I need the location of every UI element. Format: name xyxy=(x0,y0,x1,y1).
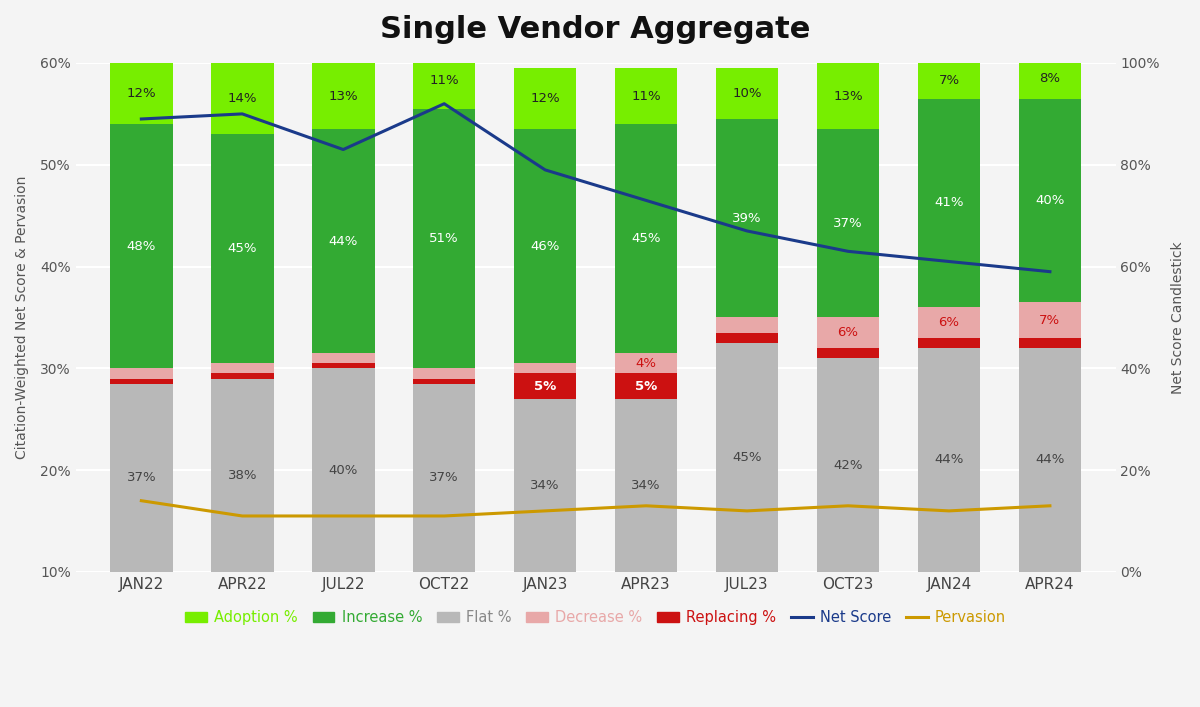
Text: 40%: 40% xyxy=(1036,194,1064,207)
Text: 41%: 41% xyxy=(935,197,964,209)
Text: 11%: 11% xyxy=(631,90,661,103)
Text: 6%: 6% xyxy=(838,326,858,339)
Legend: Adoption %, Increase %, Flat %, Decrease %, Replacing %, Net Score, Pervasion: Adoption %, Increase %, Flat %, Decrease… xyxy=(179,604,1012,631)
Text: 14%: 14% xyxy=(228,92,257,105)
Bar xyxy=(413,53,475,109)
Bar xyxy=(1019,302,1081,338)
Bar xyxy=(514,363,576,373)
Text: 13%: 13% xyxy=(833,90,863,103)
Bar xyxy=(614,353,677,373)
Text: 12%: 12% xyxy=(126,87,156,100)
Bar xyxy=(514,399,576,572)
Text: 48%: 48% xyxy=(127,240,156,252)
Text: 51%: 51% xyxy=(430,232,460,245)
Bar xyxy=(715,68,779,119)
Y-axis label: Citation-Weighted Net Score & Pervasion: Citation-Weighted Net Score & Pervasion xyxy=(16,176,29,459)
Bar xyxy=(1019,58,1081,99)
Text: 39%: 39% xyxy=(732,211,762,225)
Bar xyxy=(312,129,374,353)
Text: 38%: 38% xyxy=(228,469,257,481)
Text: 45%: 45% xyxy=(228,243,257,255)
Bar xyxy=(614,373,677,399)
Text: 4%: 4% xyxy=(636,357,656,370)
Text: 12%: 12% xyxy=(530,92,560,105)
Bar xyxy=(715,343,779,572)
Text: 45%: 45% xyxy=(631,232,661,245)
Bar xyxy=(211,63,274,134)
Text: 44%: 44% xyxy=(1036,453,1064,467)
Bar xyxy=(817,129,880,317)
Bar xyxy=(211,363,274,373)
Text: 8%: 8% xyxy=(1039,72,1061,85)
Bar xyxy=(817,348,880,358)
Text: 44%: 44% xyxy=(935,453,964,467)
Bar xyxy=(312,353,374,363)
Bar xyxy=(614,399,677,572)
Bar xyxy=(514,68,576,129)
Title: Single Vendor Aggregate: Single Vendor Aggregate xyxy=(380,15,811,44)
Bar xyxy=(918,338,980,348)
Bar xyxy=(211,134,274,363)
Text: 5%: 5% xyxy=(635,380,658,392)
Bar xyxy=(1019,338,1081,348)
Text: 34%: 34% xyxy=(530,479,560,492)
Bar xyxy=(817,317,880,348)
Bar xyxy=(715,119,779,317)
Bar xyxy=(715,317,779,333)
Text: 11%: 11% xyxy=(430,74,460,87)
Bar xyxy=(312,368,374,572)
Bar xyxy=(110,63,173,124)
Bar xyxy=(614,68,677,124)
Text: 42%: 42% xyxy=(833,459,863,472)
Text: 13%: 13% xyxy=(329,90,358,103)
Bar xyxy=(413,384,475,572)
Text: 46%: 46% xyxy=(530,240,560,252)
Bar xyxy=(918,99,980,308)
Bar xyxy=(413,109,475,368)
Y-axis label: Net Score Candlestick: Net Score Candlestick xyxy=(1171,241,1186,394)
Bar xyxy=(413,368,475,378)
Text: 37%: 37% xyxy=(833,217,863,230)
Bar xyxy=(918,308,980,338)
Text: 6%: 6% xyxy=(938,316,960,329)
Text: 45%: 45% xyxy=(732,451,762,464)
Text: 7%: 7% xyxy=(938,74,960,87)
Bar xyxy=(110,384,173,572)
Bar xyxy=(211,373,274,378)
Bar xyxy=(817,63,880,129)
Text: 40%: 40% xyxy=(329,464,358,477)
Bar xyxy=(715,333,779,343)
Text: 7%: 7% xyxy=(1039,313,1061,327)
Bar xyxy=(110,124,173,368)
Bar xyxy=(614,124,677,353)
Text: 37%: 37% xyxy=(430,472,460,484)
Bar xyxy=(110,378,173,384)
Bar xyxy=(918,63,980,99)
Text: 37%: 37% xyxy=(126,472,156,484)
Bar xyxy=(312,63,374,129)
Bar xyxy=(514,129,576,363)
Bar xyxy=(1019,99,1081,302)
Bar xyxy=(312,363,374,368)
Bar xyxy=(817,358,880,572)
Bar xyxy=(514,373,576,399)
Bar xyxy=(918,348,980,572)
Bar xyxy=(1019,348,1081,572)
Text: 5%: 5% xyxy=(534,380,557,392)
Text: 34%: 34% xyxy=(631,479,661,492)
Bar xyxy=(413,378,475,384)
Bar xyxy=(211,378,274,572)
Text: 44%: 44% xyxy=(329,235,358,247)
Bar xyxy=(110,368,173,378)
Text: 10%: 10% xyxy=(732,87,762,100)
